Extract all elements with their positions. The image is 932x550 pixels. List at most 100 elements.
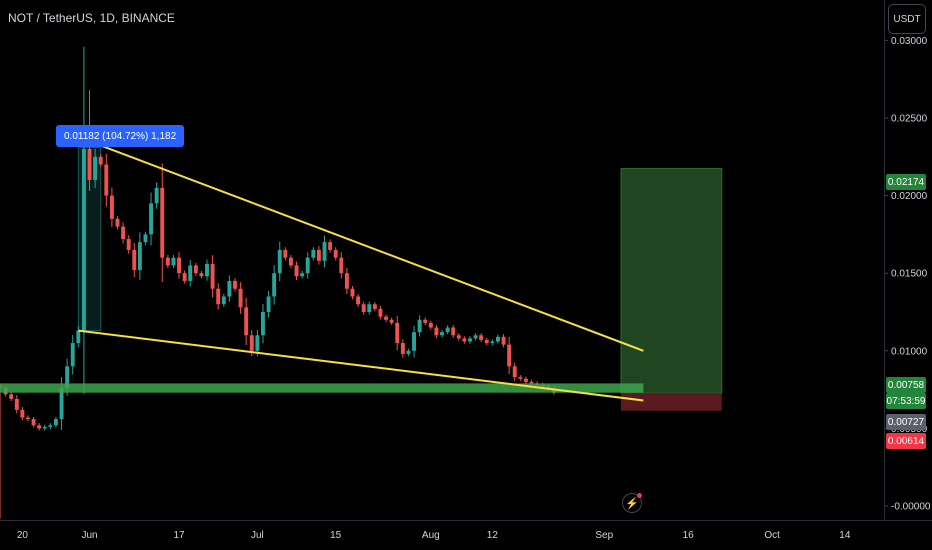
candle-body bbox=[356, 296, 361, 305]
x-tick-label: 20 bbox=[17, 530, 29, 541]
candle-body bbox=[233, 280, 237, 289]
candle-body bbox=[154, 187, 159, 204]
candle-body bbox=[479, 335, 484, 340]
candle-body bbox=[205, 263, 209, 277]
candle-body bbox=[53, 419, 58, 426]
candle-body bbox=[93, 156, 98, 181]
candle-body bbox=[344, 273, 349, 289]
candle-body bbox=[451, 327, 456, 336]
candle-body bbox=[456, 335, 461, 339]
candle-body bbox=[434, 327, 439, 336]
measure-tooltip: 0.01182 (104.72%) 1,182 bbox=[56, 125, 185, 147]
candle-body bbox=[490, 341, 495, 344]
x-tick-label: Oct bbox=[764, 530, 780, 541]
candle-body bbox=[462, 338, 467, 342]
candle-body bbox=[384, 316, 389, 320]
candle-body bbox=[37, 425, 42, 429]
y-tick-label: -0.00000 bbox=[891, 502, 931, 513]
candle-body bbox=[372, 304, 377, 309]
candle-body bbox=[48, 425, 53, 427]
candle-body bbox=[288, 257, 293, 266]
candles-layer bbox=[0, 46, 556, 519]
x-tick-label: Jul bbox=[251, 530, 264, 541]
upper-trendline bbox=[89, 140, 644, 352]
candle-body bbox=[277, 249, 282, 274]
y-tick-label: 0.01500 bbox=[891, 269, 928, 280]
candle-body bbox=[137, 242, 142, 271]
last-price-tag: 0.00758 bbox=[886, 377, 926, 393]
candle-body bbox=[501, 336, 506, 345]
candle-body bbox=[115, 218, 120, 227]
candle-body bbox=[300, 273, 305, 277]
x-tick-label: Sep bbox=[595, 530, 613, 541]
candle-body bbox=[423, 319, 428, 323]
candle-body bbox=[512, 366, 517, 378]
candle-body bbox=[529, 381, 534, 384]
candle-body bbox=[87, 149, 92, 181]
candle-body bbox=[440, 332, 444, 336]
candle-body bbox=[395, 322, 400, 344]
candle-body bbox=[182, 273, 187, 281]
candle-body bbox=[361, 304, 366, 312]
candle-body bbox=[216, 288, 221, 305]
candle-body bbox=[26, 417, 30, 420]
candle-body bbox=[272, 273, 277, 297]
target-zone bbox=[620, 168, 723, 394]
candle-body bbox=[283, 249, 288, 258]
candle-body bbox=[266, 296, 271, 312]
candle-body bbox=[339, 257, 344, 274]
candle-body bbox=[249, 335, 254, 351]
stop-zone bbox=[621, 393, 722, 411]
candle-body bbox=[126, 239, 131, 250]
price-axis-divider bbox=[884, 0, 885, 520]
candle-body bbox=[305, 257, 310, 274]
axis-layer: -0.000000.005000.010000.015000.020000.02… bbox=[17, 36, 931, 541]
stop-price-tag: 0.00614 bbox=[886, 433, 926, 449]
time-axis-divider bbox=[0, 520, 932, 521]
target-price-tag: 0.02174 bbox=[886, 174, 926, 190]
candle-body bbox=[31, 419, 36, 426]
candle-body bbox=[238, 288, 243, 308]
symbol-title[interactable]: NOT / TetherUS, 1D, BINANCE bbox=[8, 11, 175, 25]
candle-body bbox=[412, 332, 416, 351]
candle-body bbox=[81, 149, 86, 331]
candle-body bbox=[333, 249, 338, 258]
candle-body bbox=[294, 265, 299, 277]
candle-body bbox=[468, 338, 472, 342]
candle-body bbox=[367, 304, 372, 312]
entry-price-tag: 0.00727 bbox=[886, 414, 926, 430]
candle-body bbox=[518, 377, 523, 379]
candle-body bbox=[76, 330, 81, 344]
candle-body bbox=[104, 164, 109, 196]
y-tick-label: 0.03000 bbox=[891, 36, 928, 47]
candle-body bbox=[20, 409, 25, 418]
x-tick-label: 16 bbox=[683, 530, 695, 541]
support-zone bbox=[0, 383, 644, 393]
candle-body bbox=[165, 257, 170, 266]
candle-body bbox=[70, 343, 75, 367]
candle-body bbox=[227, 280, 232, 297]
trendline-layer bbox=[0, 140, 644, 402]
candle-body bbox=[65, 366, 70, 389]
x-tick-label: Aug bbox=[422, 530, 440, 541]
candle-body bbox=[523, 378, 528, 382]
candle-body bbox=[428, 322, 433, 328]
y-tick-label: 0.02500 bbox=[891, 113, 928, 124]
candle-body bbox=[132, 249, 137, 271]
candle-body bbox=[261, 312, 265, 336]
currency-button[interactable]: USDT bbox=[888, 4, 926, 34]
x-tick-label: 12 bbox=[487, 530, 499, 541]
notification-dot bbox=[637, 493, 642, 498]
candle-body bbox=[14, 398, 19, 410]
candle-body bbox=[171, 257, 176, 266]
y-tick-label: 0.02000 bbox=[891, 191, 928, 202]
candle-body bbox=[177, 257, 181, 274]
lightning-icon[interactable]: ⚡ bbox=[622, 493, 642, 513]
candle-body bbox=[199, 273, 204, 277]
candle-body bbox=[328, 242, 333, 250]
countdown-tag: 07:53:59 bbox=[886, 393, 926, 409]
x-tick-label: 15 bbox=[330, 530, 342, 541]
candle-body bbox=[160, 187, 165, 258]
lightning-glyph: ⚡ bbox=[625, 497, 639, 510]
